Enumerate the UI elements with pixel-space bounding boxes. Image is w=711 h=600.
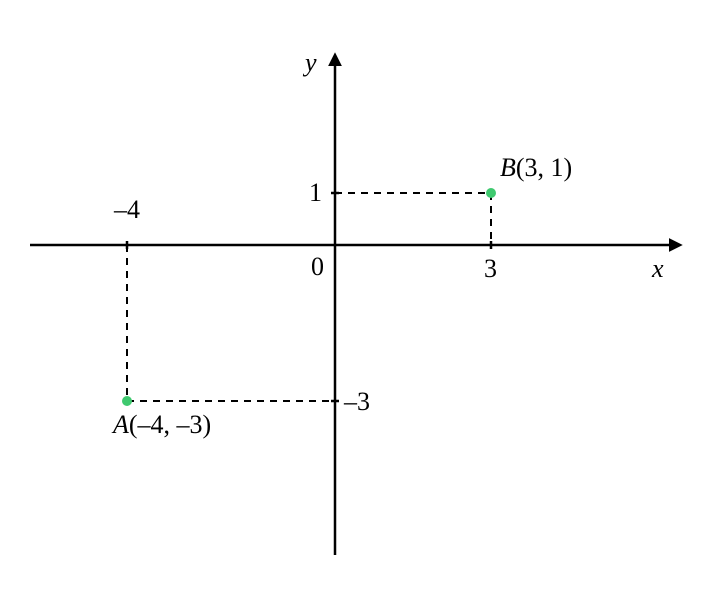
point-label-a: A(–4, –3) — [113, 410, 211, 440]
tick-label-neg4: –4 — [114, 195, 140, 225]
point-label-b: B(3, 1) — [500, 153, 572, 183]
point-letter-a: A — [113, 410, 129, 439]
origin-label: 0 — [311, 252, 324, 282]
x-axis-label: x — [652, 254, 664, 284]
coordinate-plane — [0, 0, 711, 600]
tick-label-neg3: –3 — [344, 387, 370, 417]
tick-label-3: 3 — [484, 254, 497, 284]
point-coords-b: (3, 1) — [516, 153, 572, 182]
point-a — [122, 396, 132, 406]
point-letter-b: B — [500, 153, 516, 182]
point-coords-a: (–4, –3) — [129, 410, 211, 439]
tick-label-1: 1 — [309, 178, 322, 208]
point-b — [486, 188, 496, 198]
y-axis-label: y — [305, 48, 317, 78]
